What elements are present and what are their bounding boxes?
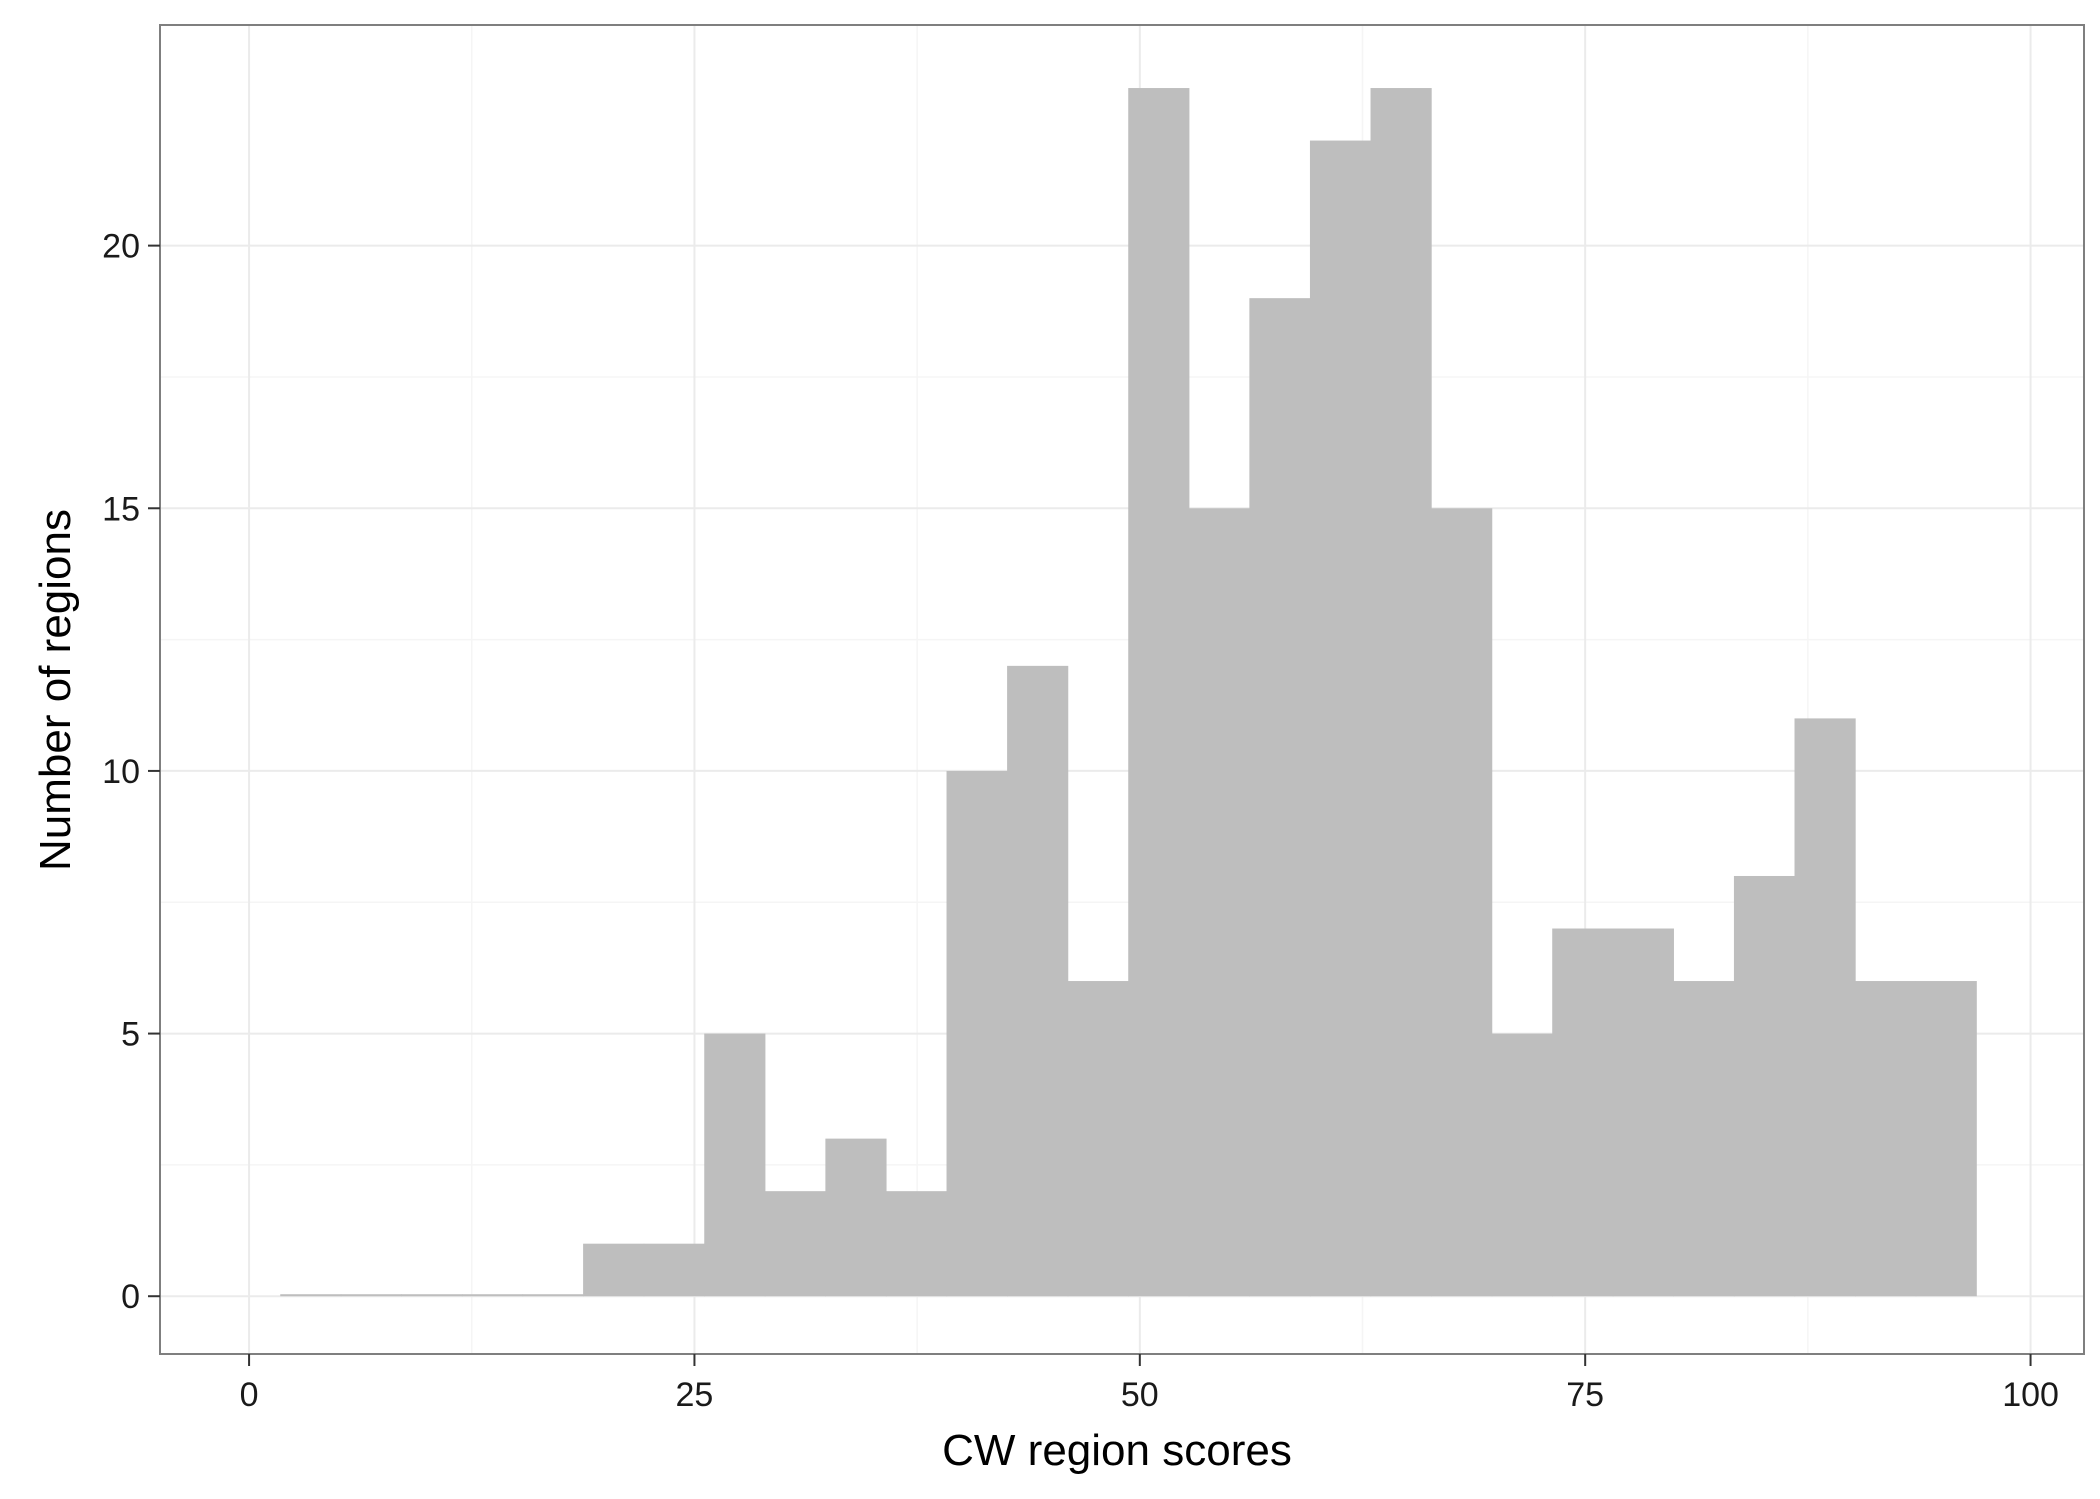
histogram-bar (1552, 928, 1614, 1297)
histogram-bar (885, 1191, 948, 1297)
x-tick-label: 25 (676, 1376, 714, 1414)
y-tick-label: 0 (121, 1278, 140, 1316)
plot-panel-border (159, 24, 2085, 1355)
histogram-bar (1612, 928, 1674, 1297)
y-tick-label: 10 (102, 753, 140, 791)
histogram-bar (401, 1294, 463, 1297)
histogram-bar (764, 1191, 826, 1297)
histogram-bar (340, 1294, 402, 1297)
histogram-bar (280, 1294, 342, 1297)
histogram-bars (280, 88, 1977, 1297)
histogram-bar (1309, 140, 1372, 1297)
y-axis: 0 5 10 15 20 (102, 228, 160, 1316)
y-tick-label: 15 (102, 490, 140, 528)
histogram-bar (1370, 88, 1432, 1297)
histogram-bar (825, 1138, 887, 1297)
histogram-bar (1007, 665, 1069, 1297)
y-axis-title: Number of regions (31, 509, 80, 871)
histogram-bar (946, 770, 1008, 1297)
histogram-bar (1128, 88, 1190, 1297)
histogram-bar (522, 1294, 584, 1297)
x-tick-label: 75 (1566, 1376, 1604, 1414)
histogram-bar (583, 1243, 645, 1297)
histogram-bar (1673, 981, 1735, 1297)
x-tick-label: 100 (2002, 1376, 2059, 1414)
x-axis-title: CW region scores (942, 1426, 1292, 1475)
y-tick-label: 20 (102, 228, 140, 266)
histogram-bar (1915, 981, 1977, 1297)
histogram-bar (1249, 298, 1311, 1297)
histogram-bar (1794, 718, 1856, 1297)
y-tick-label: 5 (121, 1016, 140, 1054)
histogram-bar (461, 1294, 524, 1297)
histogram-bar (1188, 508, 1250, 1297)
x-tick-label: 0 (240, 1376, 259, 1414)
histogram-bar (1855, 981, 1917, 1297)
histogram-bar (1067, 981, 1129, 1297)
histogram-bar (643, 1243, 705, 1297)
x-axis: 0 25 50 75 100 (240, 1354, 2059, 1414)
histogram-bar (1733, 875, 1796, 1297)
histogram-bar (1491, 1033, 1553, 1297)
histogram-bar (1431, 508, 1493, 1297)
histogram-bar (704, 1033, 766, 1297)
x-tick-label: 50 (1121, 1376, 1159, 1414)
